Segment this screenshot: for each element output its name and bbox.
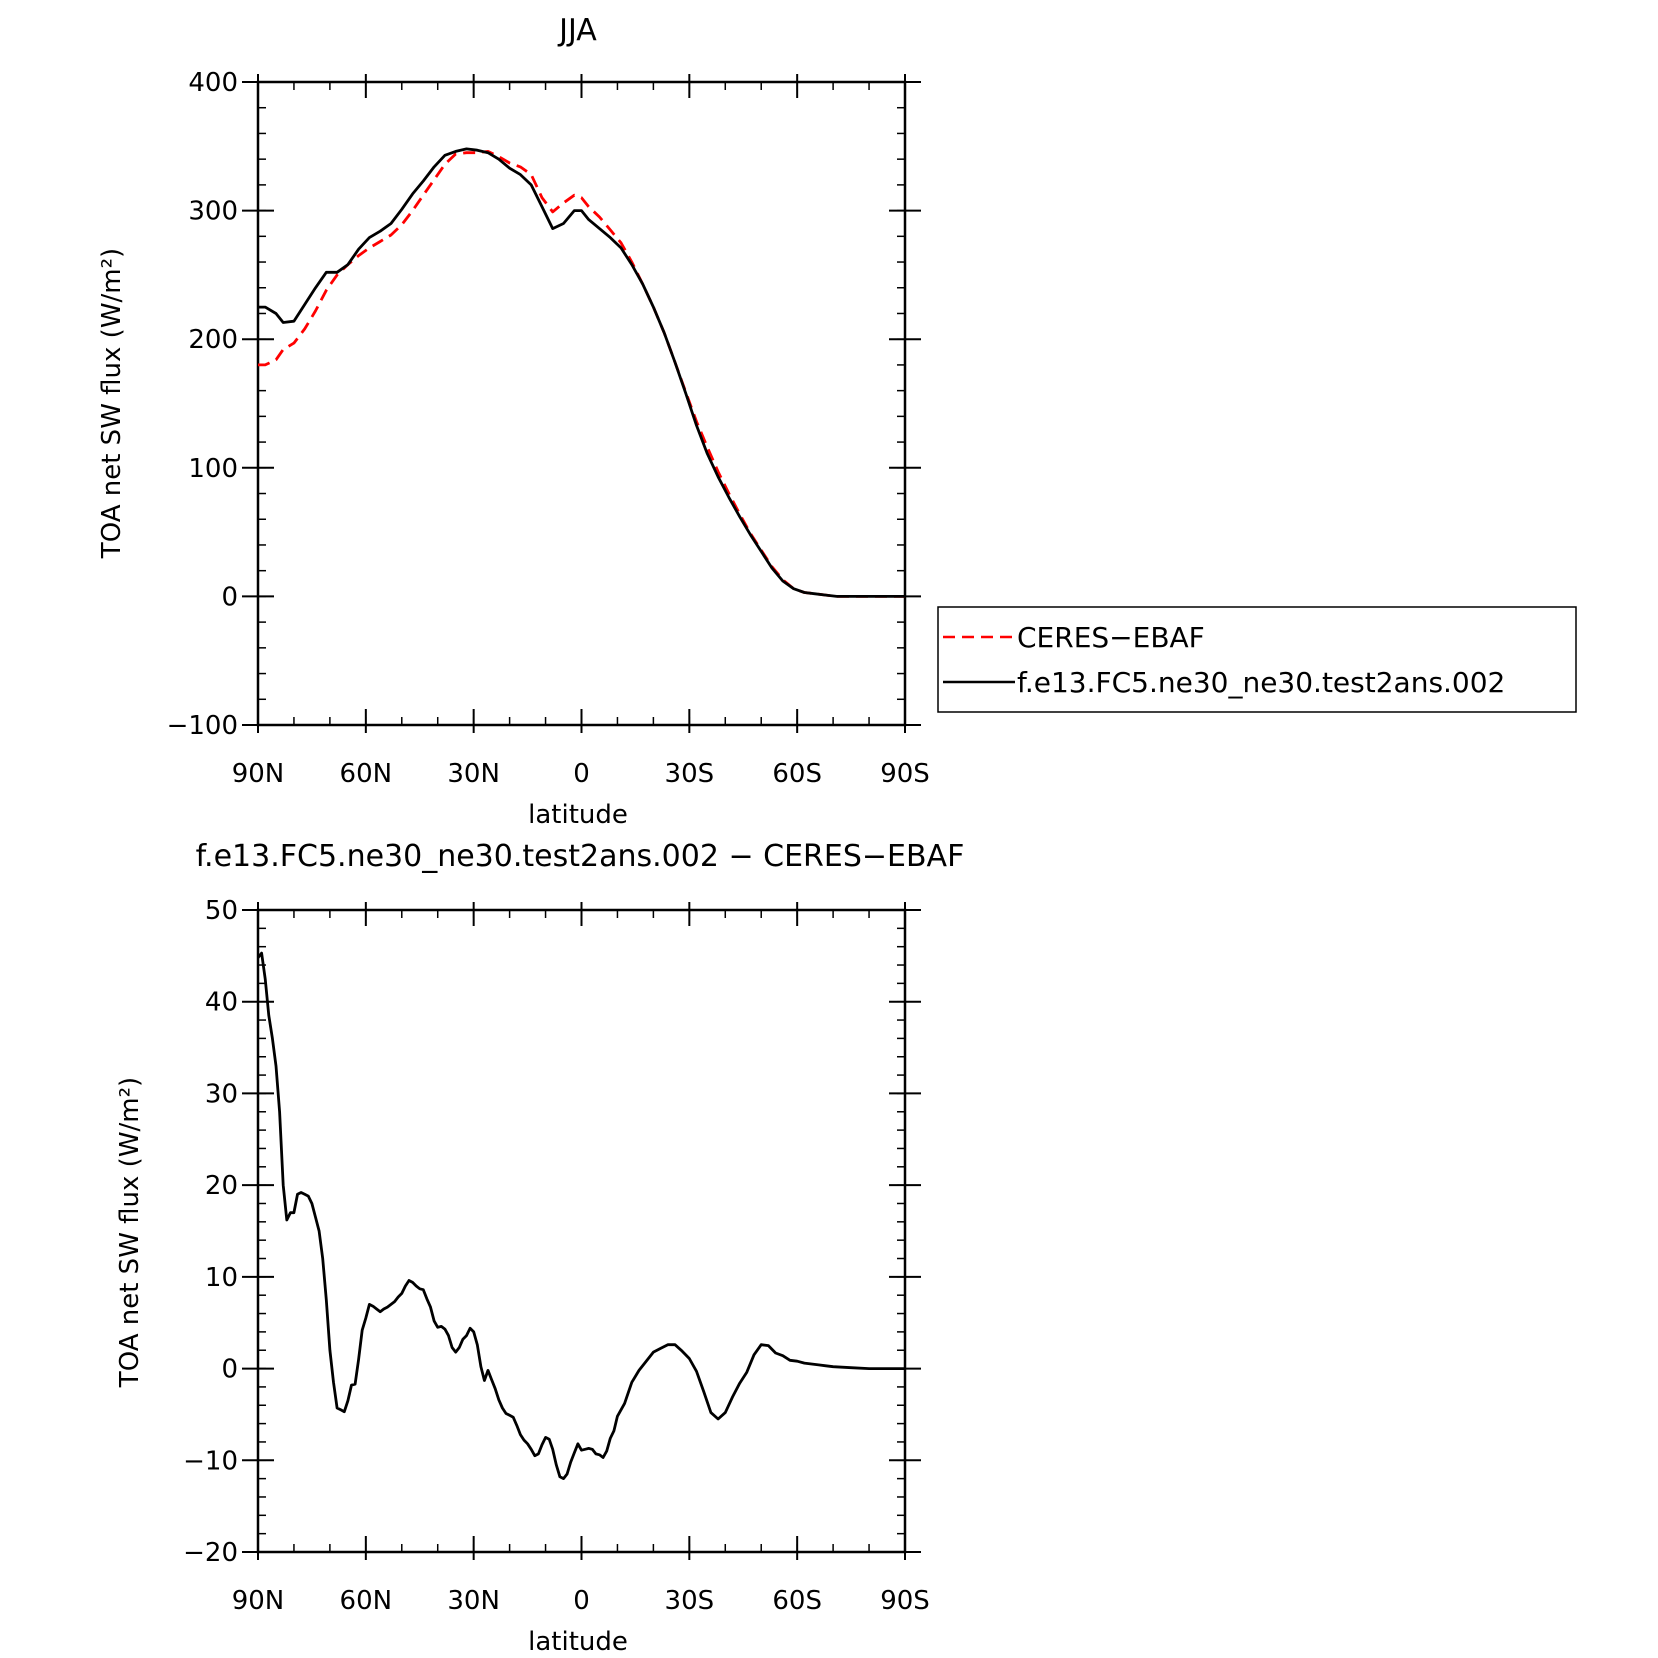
x-tick-label: 90N (232, 1586, 285, 1616)
y-tick-label: 400 (188, 68, 238, 98)
top-x-ticks: 90N 60N 30N 0 30S 60S 90S (232, 74, 930, 789)
top-y-ticks: −100 0 100 200 300 400 (167, 68, 921, 741)
bottom-panel: f.e13.FC5.ne30_ne30.test2ans.002 − CERES… (115, 839, 964, 1657)
y-tick-label: 100 (188, 454, 238, 484)
x-tick-label: 60N (340, 759, 393, 789)
y-tick-label: 10 (205, 1263, 238, 1293)
x-tick-label: 90S (880, 759, 930, 789)
y-tick-label: 0 (221, 582, 238, 612)
x-tick-label: 60S (772, 1586, 822, 1616)
y-tick-label: 40 (205, 988, 238, 1018)
x-tick-label: 30N (447, 1586, 500, 1616)
legend-label-ceres: CERES−EBAF (1017, 621, 1205, 654)
y-tick-label: 0 (221, 1355, 238, 1385)
y-tick-label: 20 (205, 1171, 238, 1201)
x-tick-label: 90S (880, 1586, 930, 1616)
series-line-0 (258, 149, 905, 598)
top-x-axis-label: latitude (528, 800, 628, 830)
y-tick-label: 300 (188, 197, 238, 227)
y-tick-label: 50 (205, 896, 238, 926)
top-series (258, 147, 905, 598)
bottom-plot-frame (256, 908, 907, 1554)
series-line-1 (258, 147, 905, 598)
top-plot-frame (256, 80, 907, 727)
y-tick-label: 200 (188, 325, 238, 355)
x-tick-label: 0 (573, 1586, 590, 1616)
bottom-chart-title: f.e13.FC5.ne30_ne30.test2ans.002 − CERES… (196, 839, 965, 874)
y-tick-label: −20 (183, 1538, 238, 1568)
bottom-x-ticks: 90N 60N 30N 0 30S 60S 90S (232, 902, 930, 1616)
y-tick-label: 30 (205, 1079, 238, 1109)
x-tick-label: 0 (573, 759, 590, 789)
bottom-series (256, 951, 905, 1480)
bottom-x-axis-label: latitude (528, 1627, 628, 1657)
x-tick-label: 90N (232, 759, 285, 789)
x-tick-label: 30N (447, 759, 500, 789)
x-tick-label: 60N (340, 1586, 393, 1616)
x-tick-label: 30S (665, 759, 715, 789)
y-tick-label: −10 (183, 1446, 238, 1476)
series-line-0 (256, 951, 905, 1480)
top-chart-title: JJA (557, 13, 597, 48)
legend: CERES−EBAF f.e13.FC5.ne30_ne30.test2ans.… (937, 606, 1577, 713)
legend-box (937, 606, 1577, 713)
top-y-axis-label: TOA net SW flux (W/m²) (97, 248, 127, 559)
legend-label-model: f.e13.FC5.ne30_ne30.test2ans.002 (1017, 666, 1505, 699)
x-tick-label: 60S (772, 759, 822, 789)
x-tick-label: 30S (665, 1586, 715, 1616)
bottom-y-ticks: −20 −10 0 10 20 30 40 50 (183, 896, 921, 1568)
y-tick-label: −100 (167, 711, 238, 741)
bottom-y-axis-label: TOA net SW flux (W/m²) (115, 1077, 145, 1388)
